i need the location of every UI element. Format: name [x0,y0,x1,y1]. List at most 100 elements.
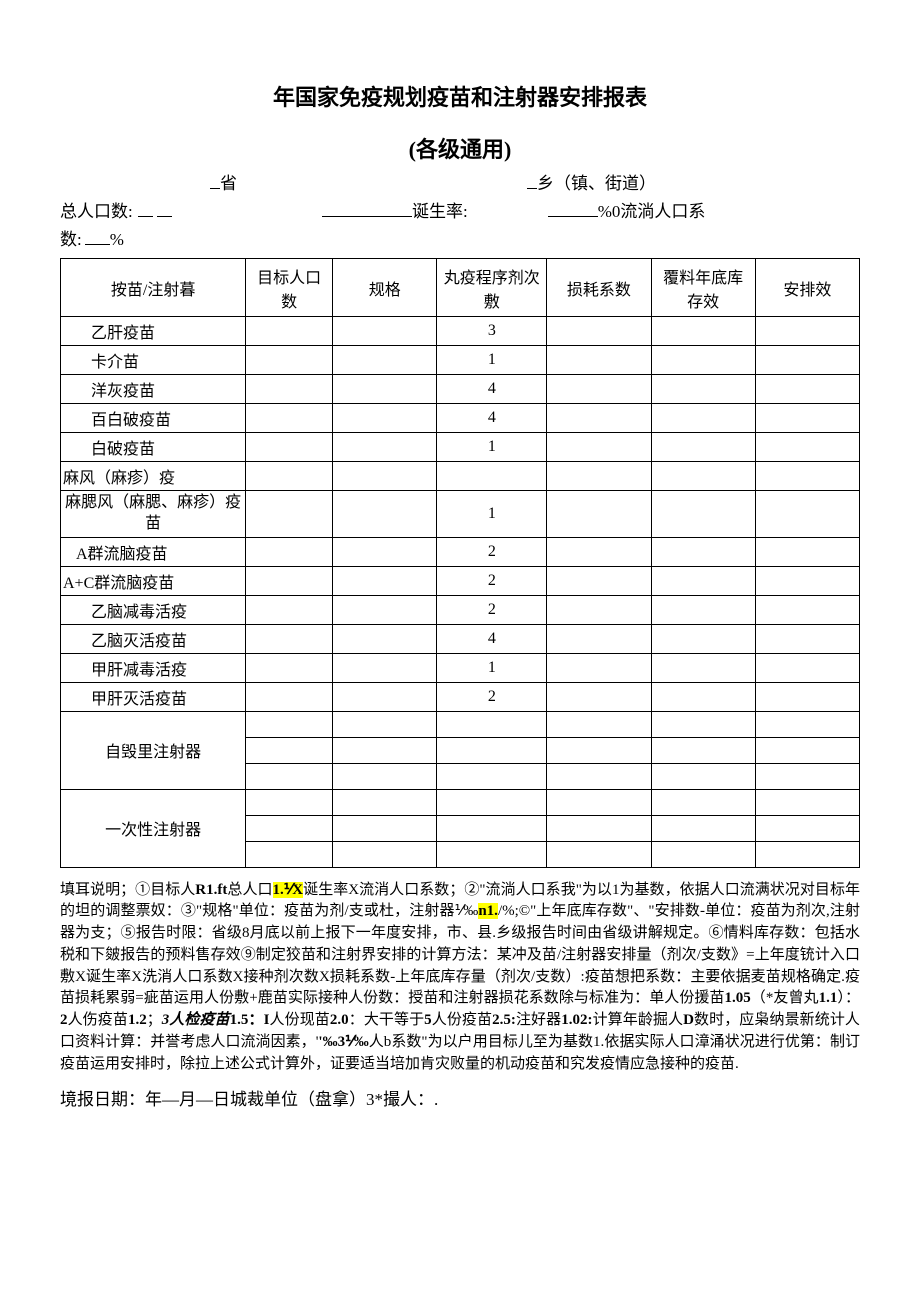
cell-dose [437,815,547,841]
cell-name: A+C群流脑疫苗 [61,566,246,595]
cell-spec [333,595,437,624]
notes-paragraph: 填耳说明；①目标人R1.ft总人口1.⅟X诞生率X流消人口系数；②"流淌人口系我… [60,880,860,1076]
township-label: 乡（镇、街道） [537,174,656,193]
col-header-spec: 规格 [333,259,437,317]
cell-stock [651,537,755,566]
cell-name: 白破疫苗 [61,433,246,462]
notes-text: 填耳说明；①目标人 [60,882,195,898]
footer-line: 境报日期：年—月—日城裁单位（盘拿）3*撮人：. [60,1085,860,1110]
cell-spec [333,317,437,346]
birth-rate-unit: %0 [598,202,621,222]
cell-loss [547,737,651,763]
col-header-loss: 损耗系数 [547,259,651,317]
notes-bold: '‰3⅟‰ [318,1034,368,1050]
cell-loss [547,624,651,653]
document-title: 年国家免疫规划疫苗和注射器安排报表 [60,80,860,112]
cell-name: 甲肝灭活疫苗 [61,682,246,711]
cell-loss [547,404,651,433]
cell-stock [651,789,755,815]
coef-label: 数: [60,225,82,250]
col-header-target: 目标人口数 [246,259,333,317]
cell-arrange [755,841,859,867]
cell-name: 麻腮风（麻腮、麻疹）疫苗 [61,491,246,538]
cell-arrange [755,789,859,815]
cell-spec [333,491,437,538]
cell-loss [547,682,651,711]
cell-target [246,491,333,538]
notes-text: （*友曾丸 [751,990,819,1006]
cell-dose [437,737,547,763]
cell-target [246,711,333,737]
notes-text: ； [147,1012,162,1028]
cell-arrange [755,595,859,624]
cell-spec [333,711,437,737]
cell-target [246,537,333,566]
cell-stock [651,375,755,404]
cell-loss [547,711,651,737]
cell-stock [651,624,755,653]
table-row: 麻风（麻疹）疫 [61,462,860,491]
cell-stock [651,491,755,538]
cell-arrange [755,346,859,375]
cell-spec [333,624,437,653]
cell-arrange [755,682,859,711]
cell-loss [547,841,651,867]
cell-name: 麻风（麻疹）疫 [61,462,246,491]
cell-stock [651,346,755,375]
cell-arrange [755,737,859,763]
table-row: 洋灰疫苗4 [61,375,860,404]
cell-target [246,653,333,682]
notes-text: 人份现苗 [269,1012,329,1028]
cell-target [246,841,333,867]
cell-target [246,566,333,595]
cell-dose [437,462,547,491]
cell-arrange [755,537,859,566]
cell-dose: 2 [437,537,547,566]
cell-name: 自毁里注射器 [61,711,246,789]
cell-dose: 2 [437,682,547,711]
cell-arrange [755,433,859,462]
cell-spec [333,763,437,789]
col-header-arrange: 安排效 [755,259,859,317]
table-row: 自毁里注射器 [61,711,860,737]
province-label: 省 [220,174,237,193]
cell-stock [651,317,755,346]
cell-loss [547,462,651,491]
cell-arrange [755,815,859,841]
cell-stock [651,462,755,491]
cell-stock [651,815,755,841]
cell-loss [547,763,651,789]
table-row: 甲肝减毒活疫1 [61,653,860,682]
coef-unit: % [110,230,124,250]
notes-bold: R1.ft [195,882,227,898]
cell-stock [651,737,755,763]
cell-target [246,815,333,841]
cell-spec [333,375,437,404]
cell-target [246,595,333,624]
cell-spec [333,346,437,375]
notes-bold: 1.5：I [230,1012,270,1028]
notes-italic-bold: 3人检疫苗 [162,1012,230,1028]
cell-arrange [755,462,859,491]
cell-name: 一次性注射器 [61,789,246,867]
cell-loss [547,653,651,682]
cell-target [246,682,333,711]
table-header-row: 按苗/注射暮 目标人口数 规格 丸疫程序剂次敷 损耗系数 覆料年底库存效 安排效 [61,259,860,317]
cell-dose: 4 [437,624,547,653]
cell-arrange [755,711,859,737]
header-line-3: 数: % [60,225,860,250]
cell-spec [333,789,437,815]
total-pop-label: 总人口数: [60,197,133,222]
notes-bold: 2.0 [330,1012,349,1028]
cell-name: 百白破疫苗 [61,404,246,433]
cell-target [246,763,333,789]
cell-dose: 2 [437,595,547,624]
cell-stock [651,566,755,595]
cell-loss [547,566,651,595]
table-row: A+C群流脑疫苗 2 [61,566,860,595]
cell-arrange [755,624,859,653]
cell-dose [437,789,547,815]
cell-stock [651,711,755,737]
cell-name: 乙脑减毒活疫 [61,595,246,624]
cell-dose: 2 [437,566,547,595]
